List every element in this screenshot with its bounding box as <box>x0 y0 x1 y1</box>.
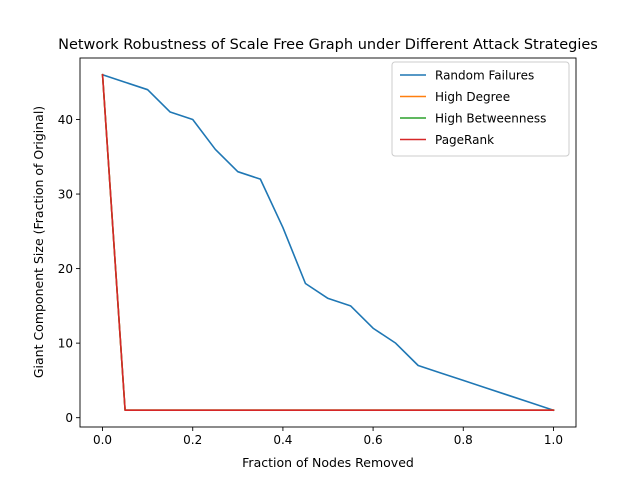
x-tick-label: 0.0 <box>93 433 112 447</box>
legend-entry-label: High Degree <box>435 90 510 104</box>
y-tick-label: 40 <box>58 113 73 127</box>
series-layer <box>101 73 555 412</box>
series-line-3 <box>101 73 555 412</box>
x-axis-label: Fraction of Nodes Removed <box>242 455 414 470</box>
series-line-0 <box>101 73 555 412</box>
legend: Random Failures High Degree High Betweenne… <box>391 61 570 157</box>
x-tick-label: 0.4 <box>273 433 292 447</box>
x-tick-label: 0.2 <box>183 433 202 447</box>
x-tick-label: 0.6 <box>364 433 383 447</box>
y-tick-label: 20 <box>58 262 73 276</box>
y-tick-label: 0 <box>65 411 73 425</box>
axes-layer: 0.0 0.2 0.4 0.6 0.8 1.0 0 10 20 30 40 <box>58 57 577 447</box>
y-tick-label: 30 <box>58 188 73 202</box>
chart-title: Network Robustness of Scale Free Graph u… <box>58 37 598 53</box>
legend-entry-label: High Betweenness <box>435 112 546 126</box>
x-tick-label: 1.0 <box>544 433 563 447</box>
plot-frame <box>79 57 577 428</box>
y-axis-label: Giant Component Size (Fraction of Origin… <box>31 106 46 378</box>
x-tick-label: 0.8 <box>454 433 473 447</box>
legend-entry-label: PageRank <box>435 133 494 147</box>
y-tick-label: 10 <box>58 337 73 351</box>
legend-box <box>391 61 570 157</box>
legend-entry-label: Random Failures <box>435 69 534 83</box>
